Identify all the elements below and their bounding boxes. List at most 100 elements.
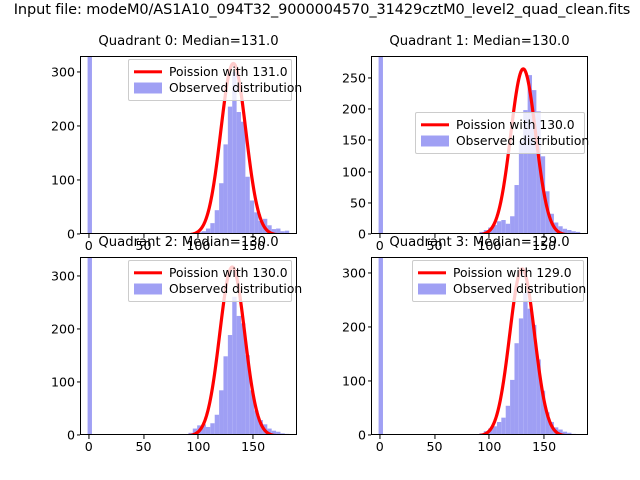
subplot-quadrant-1: Quadrant 1: Median=130.0 Poission with 1… <box>342 34 589 253</box>
legend-label-fit: Poission with 130.0 <box>169 266 288 280</box>
xtick-label: 50 <box>135 238 152 253</box>
ytick-mark <box>76 233 80 235</box>
xtick-mark <box>434 435 436 439</box>
legend-entry-fit: Poission with 130.0 <box>421 117 578 133</box>
ytick-mark <box>76 328 80 330</box>
ytick-mark <box>367 170 371 173</box>
ytick-label: 200 <box>50 321 75 337</box>
xtick-label: 100 <box>477 238 502 253</box>
ytick-label: 100 <box>50 374 75 390</box>
legend-patch-swatch-icon <box>421 134 449 148</box>
ytick-mark <box>367 326 371 328</box>
xtick-label: 150 <box>241 238 266 253</box>
legend-label-observed: Observed distribution <box>453 282 587 296</box>
ytick-mark <box>367 202 371 204</box>
xtick-label: 100 <box>186 238 211 253</box>
ytick-mark <box>76 434 80 436</box>
ytick-mark <box>76 381 80 383</box>
legend-patch-swatch-icon <box>418 282 446 296</box>
ytick-label: 250 <box>341 70 366 86</box>
legend-label-fit: Poission with 129.0 <box>453 266 572 280</box>
ytick-label: 0 <box>66 226 75 242</box>
subplot-quadrant-2: Quadrant 2: Median=130.0 Poission with 1… <box>51 235 302 454</box>
plot-canvas-quadrant-2 <box>87 258 290 434</box>
legend-entry-fit: Poission with 129.0 <box>418 265 577 281</box>
ytick-label: 0 <box>66 427 75 443</box>
legend-quadrant-2[interactable]: Poission with 130.0 Observed distributio… <box>128 260 302 302</box>
legend-label-observed: Observed distribution <box>456 134 590 148</box>
legend-line-swatch-icon <box>421 118 449 132</box>
xtick-label: 50 <box>426 238 443 253</box>
ytick-mark <box>367 108 371 110</box>
xtick-label: 0 <box>84 439 93 454</box>
ytick-label: 150 <box>341 132 366 148</box>
legend-entry-observed: Observed distribution <box>134 281 302 297</box>
subplot-title-quadrant-0: Quadrant 0: Median=131.0 <box>98 34 279 49</box>
plot-canvas-quadrant-0 <box>87 57 290 233</box>
ytick-label: 100 <box>50 172 75 188</box>
ytick-mark <box>367 272 371 274</box>
ytick-label: 200 <box>50 118 75 134</box>
subplot-title-quadrant-2: Quadrant 2: Median=130.0 <box>98 235 279 250</box>
xtick-label: 0 <box>375 439 384 454</box>
xtick-label: 150 <box>532 439 557 454</box>
legend-quadrant-1[interactable]: Poission with 130.0 Observed distributio… <box>415 112 589 154</box>
ytick-label: 300 <box>341 265 366 281</box>
ytick-label: 200 <box>341 101 366 117</box>
ytick-label: 100 <box>341 373 366 389</box>
ytick-mark <box>76 125 80 127</box>
xtick-label: 100 <box>186 439 211 454</box>
subplot-quadrant-3: Quadrant 3: Median=129.0 Poission with 1… <box>342 235 588 454</box>
xtick-mark <box>379 435 381 439</box>
legend-label-observed: Observed distribution <box>169 81 303 95</box>
ytick-mark <box>367 233 371 235</box>
xtick-label: 50 <box>135 439 152 454</box>
legend-label-fit: Poission with 131.0 <box>169 65 288 79</box>
ytick-mark <box>76 71 80 73</box>
xtick-mark <box>379 234 381 238</box>
subplot-title-quadrant-3: Quadrant 3: Median=129.0 <box>389 235 570 250</box>
ytick-mark <box>76 179 80 181</box>
ytick-label: 300 <box>50 268 75 284</box>
xtick-mark <box>143 435 145 439</box>
xtick-mark <box>252 234 254 238</box>
figure-suptitle: Input file: modeM0/AS1A10_094T32_9000004… <box>13 2 631 18</box>
ytick-mark <box>367 77 371 79</box>
ytick-mark <box>76 275 80 277</box>
xtick-label: 150 <box>532 238 557 253</box>
plot-canvas-quadrant-1 <box>378 57 581 233</box>
ytick-label: 300 <box>50 64 75 80</box>
legend-quadrant-0[interactable]: Poission with 131.0 Observed distributio… <box>128 59 302 101</box>
xtick-mark <box>88 435 90 439</box>
legend-quadrant-3[interactable]: Poission with 129.0 Observed distributio… <box>412 260 586 302</box>
xtick-mark <box>543 234 545 238</box>
legend-entry-fit: Poission with 131.0 <box>134 64 288 80</box>
xtick-label: 0 <box>375 238 384 253</box>
ytick-mark <box>367 434 371 436</box>
xtick-mark <box>488 435 490 439</box>
plot-canvas-quadrant-3 <box>378 258 576 434</box>
xtick-mark <box>543 435 545 439</box>
legend-label-observed: Observed distribution <box>169 282 303 296</box>
legend-entry-fit: Poission with 130.0 <box>134 265 288 281</box>
xtick-label: 0 <box>84 238 93 253</box>
legend-label-fit: Poission with 130.0 <box>456 118 575 132</box>
legend-line-swatch-icon <box>134 266 162 280</box>
xtick-mark <box>434 234 436 238</box>
ytick-mark <box>367 139 371 141</box>
ytick-label: 100 <box>341 164 366 180</box>
xtick-label: 150 <box>241 439 266 454</box>
xtick-mark <box>197 435 199 439</box>
subplot-quadrant-0: Quadrant 0: Median=131.0 Poission with 1… <box>51 34 302 253</box>
ytick-label: 0 <box>357 427 366 443</box>
ytick-label: 0 <box>357 226 366 242</box>
xtick-mark <box>252 435 254 439</box>
legend-entry-observed: Observed distribution <box>421 133 589 149</box>
xtick-label: 50 <box>426 439 443 454</box>
legend-line-swatch-icon <box>418 266 446 280</box>
ytick-mark <box>367 380 371 382</box>
legend-entry-observed: Observed distribution <box>418 281 586 297</box>
ytick-label: 50 <box>349 195 366 211</box>
subplot-title-quadrant-1: Quadrant 1: Median=130.0 <box>389 34 570 49</box>
